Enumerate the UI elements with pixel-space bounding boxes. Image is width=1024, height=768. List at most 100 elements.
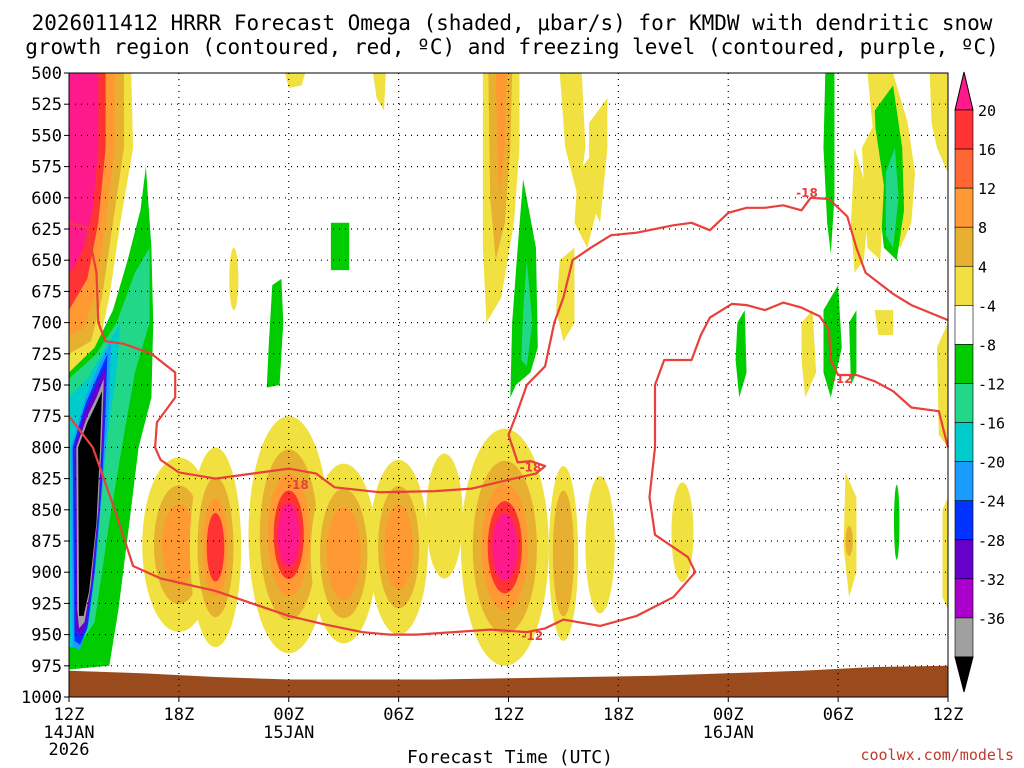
omega-region [521, 260, 533, 367]
credit-text: coolwx.com/models [860, 746, 1014, 764]
omega-blob [326, 506, 361, 601]
x-tick-date: 16JAN [703, 723, 754, 743]
x-tick-label: 06Z [823, 705, 854, 725]
y-tick-label: 550 [31, 126, 62, 146]
omega-region [372, 73, 386, 111]
omega-region [78, 391, 102, 616]
y-tick-label: 650 [31, 251, 62, 271]
colorbar-swatch [954, 265, 974, 306]
colorbar-label: -36 [978, 610, 1005, 628]
y-tick-label: 975 [31, 657, 62, 677]
omega-region [942, 497, 948, 610]
omega-region [885, 147, 899, 248]
colorbar-label: 8 [978, 219, 987, 237]
omega-blob [671, 482, 694, 583]
colorbar-label: 20 [978, 102, 996, 120]
colorbar-bottom-arrow [954, 656, 974, 693]
colorbar-label: 12 [978, 180, 996, 198]
x-tick-label: 12Z [493, 705, 524, 725]
x-tick-label: 18Z [164, 705, 195, 725]
colorbar-swatch [954, 578, 974, 619]
colorbar-swatch [954, 500, 974, 541]
plot-area: -18 -12 -18 -12 -18 [68, 72, 950, 698]
omega-region [589, 97, 608, 223]
colorbar-label: -16 [978, 415, 1005, 433]
x-tick-label: 12Z [54, 705, 85, 725]
y-tick-label: 900 [31, 563, 62, 583]
omega-blob [229, 247, 239, 311]
contour-label: -12 [521, 629, 543, 643]
x-tick-date: 14JAN [43, 723, 94, 743]
y-tick-label: 1000 [21, 688, 62, 708]
y-tick-label: 825 [31, 470, 62, 490]
omega-region [69, 73, 99, 273]
y-tick-label: 950 [31, 626, 62, 646]
contour-line [68, 301, 950, 636]
omega-region [823, 285, 842, 398]
colorbar-label: -24 [978, 493, 1005, 511]
colorbar-swatch [954, 148, 974, 189]
y-tick-label: 775 [31, 407, 62, 427]
omega-region [266, 278, 284, 388]
colorbar-swatch [954, 461, 974, 502]
colorbar-swatch [954, 109, 974, 150]
colorbar-label: 4 [978, 258, 987, 276]
y-tick-label: 625 [31, 220, 62, 240]
y-tick-label: 850 [31, 501, 62, 521]
y-tick-label: 800 [31, 438, 62, 458]
omega-region [849, 310, 857, 385]
contour-label: -12 [831, 372, 853, 386]
x-tick-label: 00Z [273, 705, 304, 725]
omega-blob [161, 504, 196, 586]
omega-blob [552, 490, 574, 617]
x-tick-label: 06Z [383, 705, 414, 725]
omega-region [861, 122, 884, 261]
omega-blob [893, 484, 900, 560]
colorbar-swatch [954, 383, 974, 423]
y-tick-label: 675 [31, 282, 62, 302]
colorbar-top-arrow [954, 71, 974, 111]
x-tick-date: 15JAN [263, 723, 314, 743]
x-tick-year: 2026 [49, 740, 90, 760]
colorbar-label: 16 [978, 141, 996, 159]
dgz-contours: -18 -12 -18 -12 -18 [68, 186, 950, 643]
x-tick-label: 18Z [603, 705, 634, 725]
colorbar-label: -4 [978, 297, 996, 315]
contour-line [68, 196, 949, 494]
colorbar-swatch [954, 617, 974, 658]
y-tick-label: 875 [31, 532, 62, 552]
colorbar-swatch [954, 305, 974, 345]
colorbar-label: -8 [978, 336, 996, 354]
colorbar-swatch [954, 539, 974, 580]
omega-region [510, 179, 538, 398]
colorbar-label: -28 [978, 532, 1005, 550]
grid-lines [69, 73, 948, 697]
omega-blob [585, 476, 615, 614]
omega-region [801, 310, 817, 398]
y-tick-label: 600 [31, 189, 62, 209]
omega-region [874, 310, 894, 336]
y-tick-label: 500 [31, 64, 62, 84]
contour-label: -18 [520, 460, 542, 474]
y-axis: 500 525 550 575 600 625 650 675 700 725 750 775 800 8… [21, 64, 69, 708]
title-line-1: 2026011412 HRRR Forecast Omega (shaded, … [32, 11, 993, 35]
x-tick-label: 00Z [713, 705, 744, 725]
x-tick-label: 12Z [933, 705, 964, 725]
colorbar-swatch [954, 344, 974, 384]
y-tick-label: 725 [31, 345, 62, 365]
colorbar-label: -12 [978, 376, 1005, 394]
y-tick-label: 750 [31, 376, 62, 396]
colorbar-label: -32 [978, 571, 1005, 589]
colorbar-swatch [954, 187, 974, 228]
y-tick-label: 700 [31, 314, 62, 334]
y-tick-label: 525 [31, 95, 62, 115]
colorbar-swatch [954, 422, 974, 462]
colorbar: 20 16 12 8 4 -4 -8 -12 -16 -20 -24 -28 -32 -36 [954, 71, 1005, 693]
y-tick-label: 575 [31, 158, 62, 178]
omega-region [929, 73, 948, 173]
contour-label: -18 [796, 186, 818, 200]
colorbar-swatch [954, 226, 974, 267]
omega-blob [206, 512, 225, 582]
